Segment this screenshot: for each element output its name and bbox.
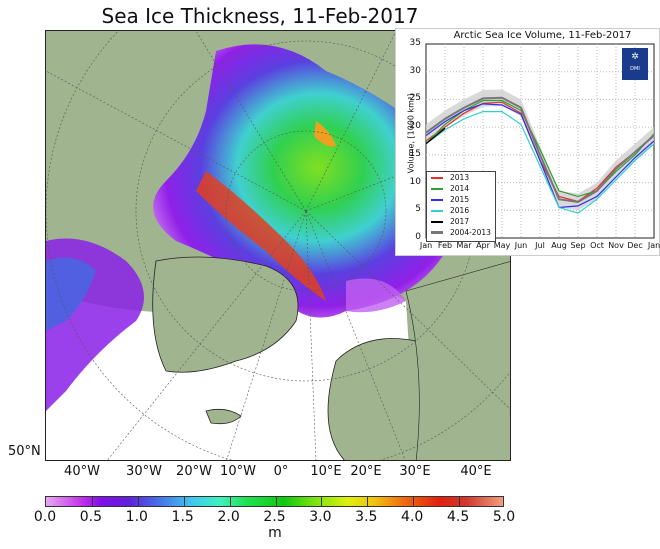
x-tick-label: Sep [570,241,586,250]
x-tick-label: Jan [419,241,433,250]
legend-swatch [431,198,443,201]
x-tick-label: Apr [476,241,490,250]
legend-label: 2004-2013 [450,228,491,237]
longitude-label: 20°W [176,464,212,479]
colorbar-tick-label: 3.5 [355,509,378,525]
longitude-label: 30°E [399,464,431,479]
series-line-2004-2013 [425,96,655,204]
x-tick-label: May [493,241,511,250]
series-line-2015 [425,103,655,209]
colorbar-tick-label: 4.0 [401,509,424,525]
legend-swatch [431,176,443,179]
legend-swatch [431,220,443,223]
longitude-label: 20°E [350,464,382,479]
inset-plot-area [425,43,655,239]
inset-title: Arctic Sea Ice Volume, 11-Feb-2017 [453,30,632,41]
x-tick-label: Feb [437,241,453,250]
volume-inset-chart: Arctic Sea Ice Volume, 11-Feb-2017 Volum… [395,28,660,256]
map-graphic [46,31,510,460]
x-tick-label: Aug [551,241,567,250]
longitude-label: 30°W [126,464,162,479]
legend-entry: 2016 [427,205,495,216]
y-tick-label: 30 [409,65,421,76]
y-tick-label: 5 [415,204,421,215]
legend-label: 2013 [450,173,470,182]
colorbar-tick-label: 1.0 [125,509,148,525]
legend-label: 2017 [450,217,470,226]
dmi-logo: ✲ DMI [622,48,648,80]
longitude-label: 0° [273,464,289,479]
y-tick-label: 35 [409,38,421,48]
page-title: Sea Ice Thickness, 11-Feb-2017 [101,4,419,28]
colorbar-tick-label: 2.0 [217,509,240,525]
legend-entry: 2015 [427,194,495,205]
colorbar-tick-label: 4.5 [446,509,470,525]
longitude-label: 10°W [220,464,256,479]
legend-entry: 2017 [427,216,495,227]
colorbar-tick [275,497,277,506]
colorbar-tick [137,497,139,506]
x-tick-label: Jul [535,241,545,250]
x-tick-label: Nov [608,241,624,250]
x-tick-label: Mar [456,241,472,250]
colorbar-tick [183,497,185,506]
x-tick-label: Dec [627,241,643,250]
legend-swatch [431,187,443,190]
legend-entry: 2004-2013 [427,227,495,238]
legend-entry: 2013 [427,172,495,183]
colorbar-tick [91,497,93,506]
longitude-label: 10°E [310,464,342,479]
colorbar-tick-label: 3.0 [309,509,332,525]
legend-swatch [431,231,443,234]
legend-label: 2015 [450,195,470,204]
colorbar-tick-label: 2.5 [263,509,286,525]
x-tick-label: Jun [514,241,528,250]
y-tick-label: 0 [415,232,421,242]
x-tick-label: Jan [647,241,660,250]
legend-label: 2014 [450,184,470,193]
colorbar-tick-label: 5.0 [492,509,516,525]
x-tick-label: Oct [590,241,604,250]
longitude-label: 40°E [460,464,492,479]
series-line-2017 [425,127,446,145]
longitude-label: 40°W [64,464,100,479]
y-tick-label: 20 [409,121,421,132]
legend-swatch [431,209,443,212]
colorbar-tick [229,497,231,506]
colorbar-unit: m [268,525,282,541]
y-tick-label: 10 [409,176,421,187]
latitude-label: 50°N [8,444,41,459]
colorbar-tick [413,497,415,506]
inset-legend: 2013 2014 2015 2016 2017 2004-2013 [426,171,496,242]
colorbar-tick-label: 1.5 [171,509,194,525]
y-tick-label: 15 [409,148,421,159]
y-tick-label: 25 [409,93,421,104]
dmi-logo-text: DMI [630,66,640,72]
legend-label: 2016 [450,206,470,215]
colorbar-tick [367,497,369,506]
colorbar-tick-label: 0.0 [33,509,57,525]
colorbar-tick [459,497,461,506]
colorbar [45,496,504,507]
legend-entry: 2014 [427,183,495,194]
series-line-2016 [425,111,655,214]
colorbar-tick-label: 0.5 [79,509,103,525]
crown-stars-icon: ✲ [631,52,639,62]
colorbar-tick [321,497,323,506]
